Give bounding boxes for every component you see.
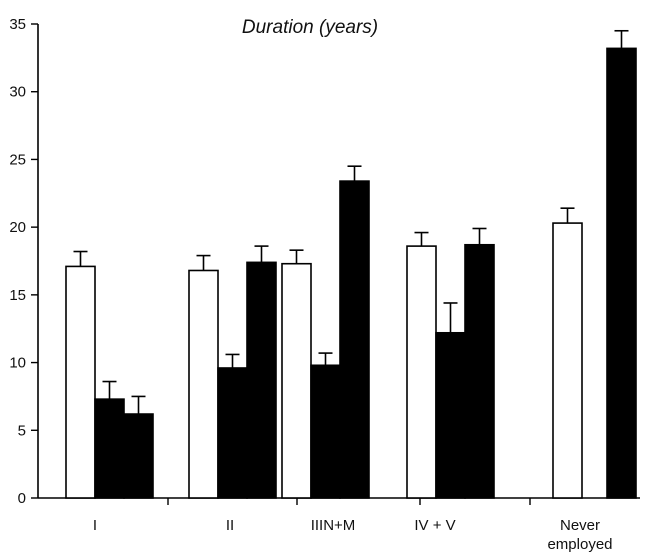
chart-title: Duration (years) xyxy=(242,17,378,38)
bar xyxy=(464,243,495,499)
y-tick-label: 5 xyxy=(18,422,26,439)
bar xyxy=(217,367,248,499)
y-tick-label: 15 xyxy=(9,287,26,304)
x-category-label: employed xyxy=(547,536,612,553)
bar xyxy=(406,245,437,499)
x-category-label: IIIN+M xyxy=(311,517,356,534)
bar xyxy=(339,180,370,499)
x-category-label: Never xyxy=(560,517,600,534)
x-category-label: II xyxy=(226,517,234,534)
bar xyxy=(606,47,637,499)
y-tick-label: 30 xyxy=(9,84,26,101)
y-tick-label: 10 xyxy=(9,355,26,372)
bar xyxy=(123,413,154,499)
bars xyxy=(65,29,637,499)
bar xyxy=(435,331,466,499)
y-tick-label: 35 xyxy=(9,16,26,33)
y-tick-label: 20 xyxy=(9,219,26,236)
bar xyxy=(65,265,96,499)
bar xyxy=(246,261,277,499)
bar xyxy=(310,364,341,499)
y-tick-label: 25 xyxy=(9,151,26,168)
bar xyxy=(94,398,125,499)
bar xyxy=(552,222,583,499)
bar xyxy=(188,269,219,499)
x-category-label: IV + V xyxy=(414,517,455,534)
x-category-label: I xyxy=(93,517,97,534)
y-tick-label: 0 xyxy=(18,490,26,507)
bar xyxy=(281,262,312,499)
